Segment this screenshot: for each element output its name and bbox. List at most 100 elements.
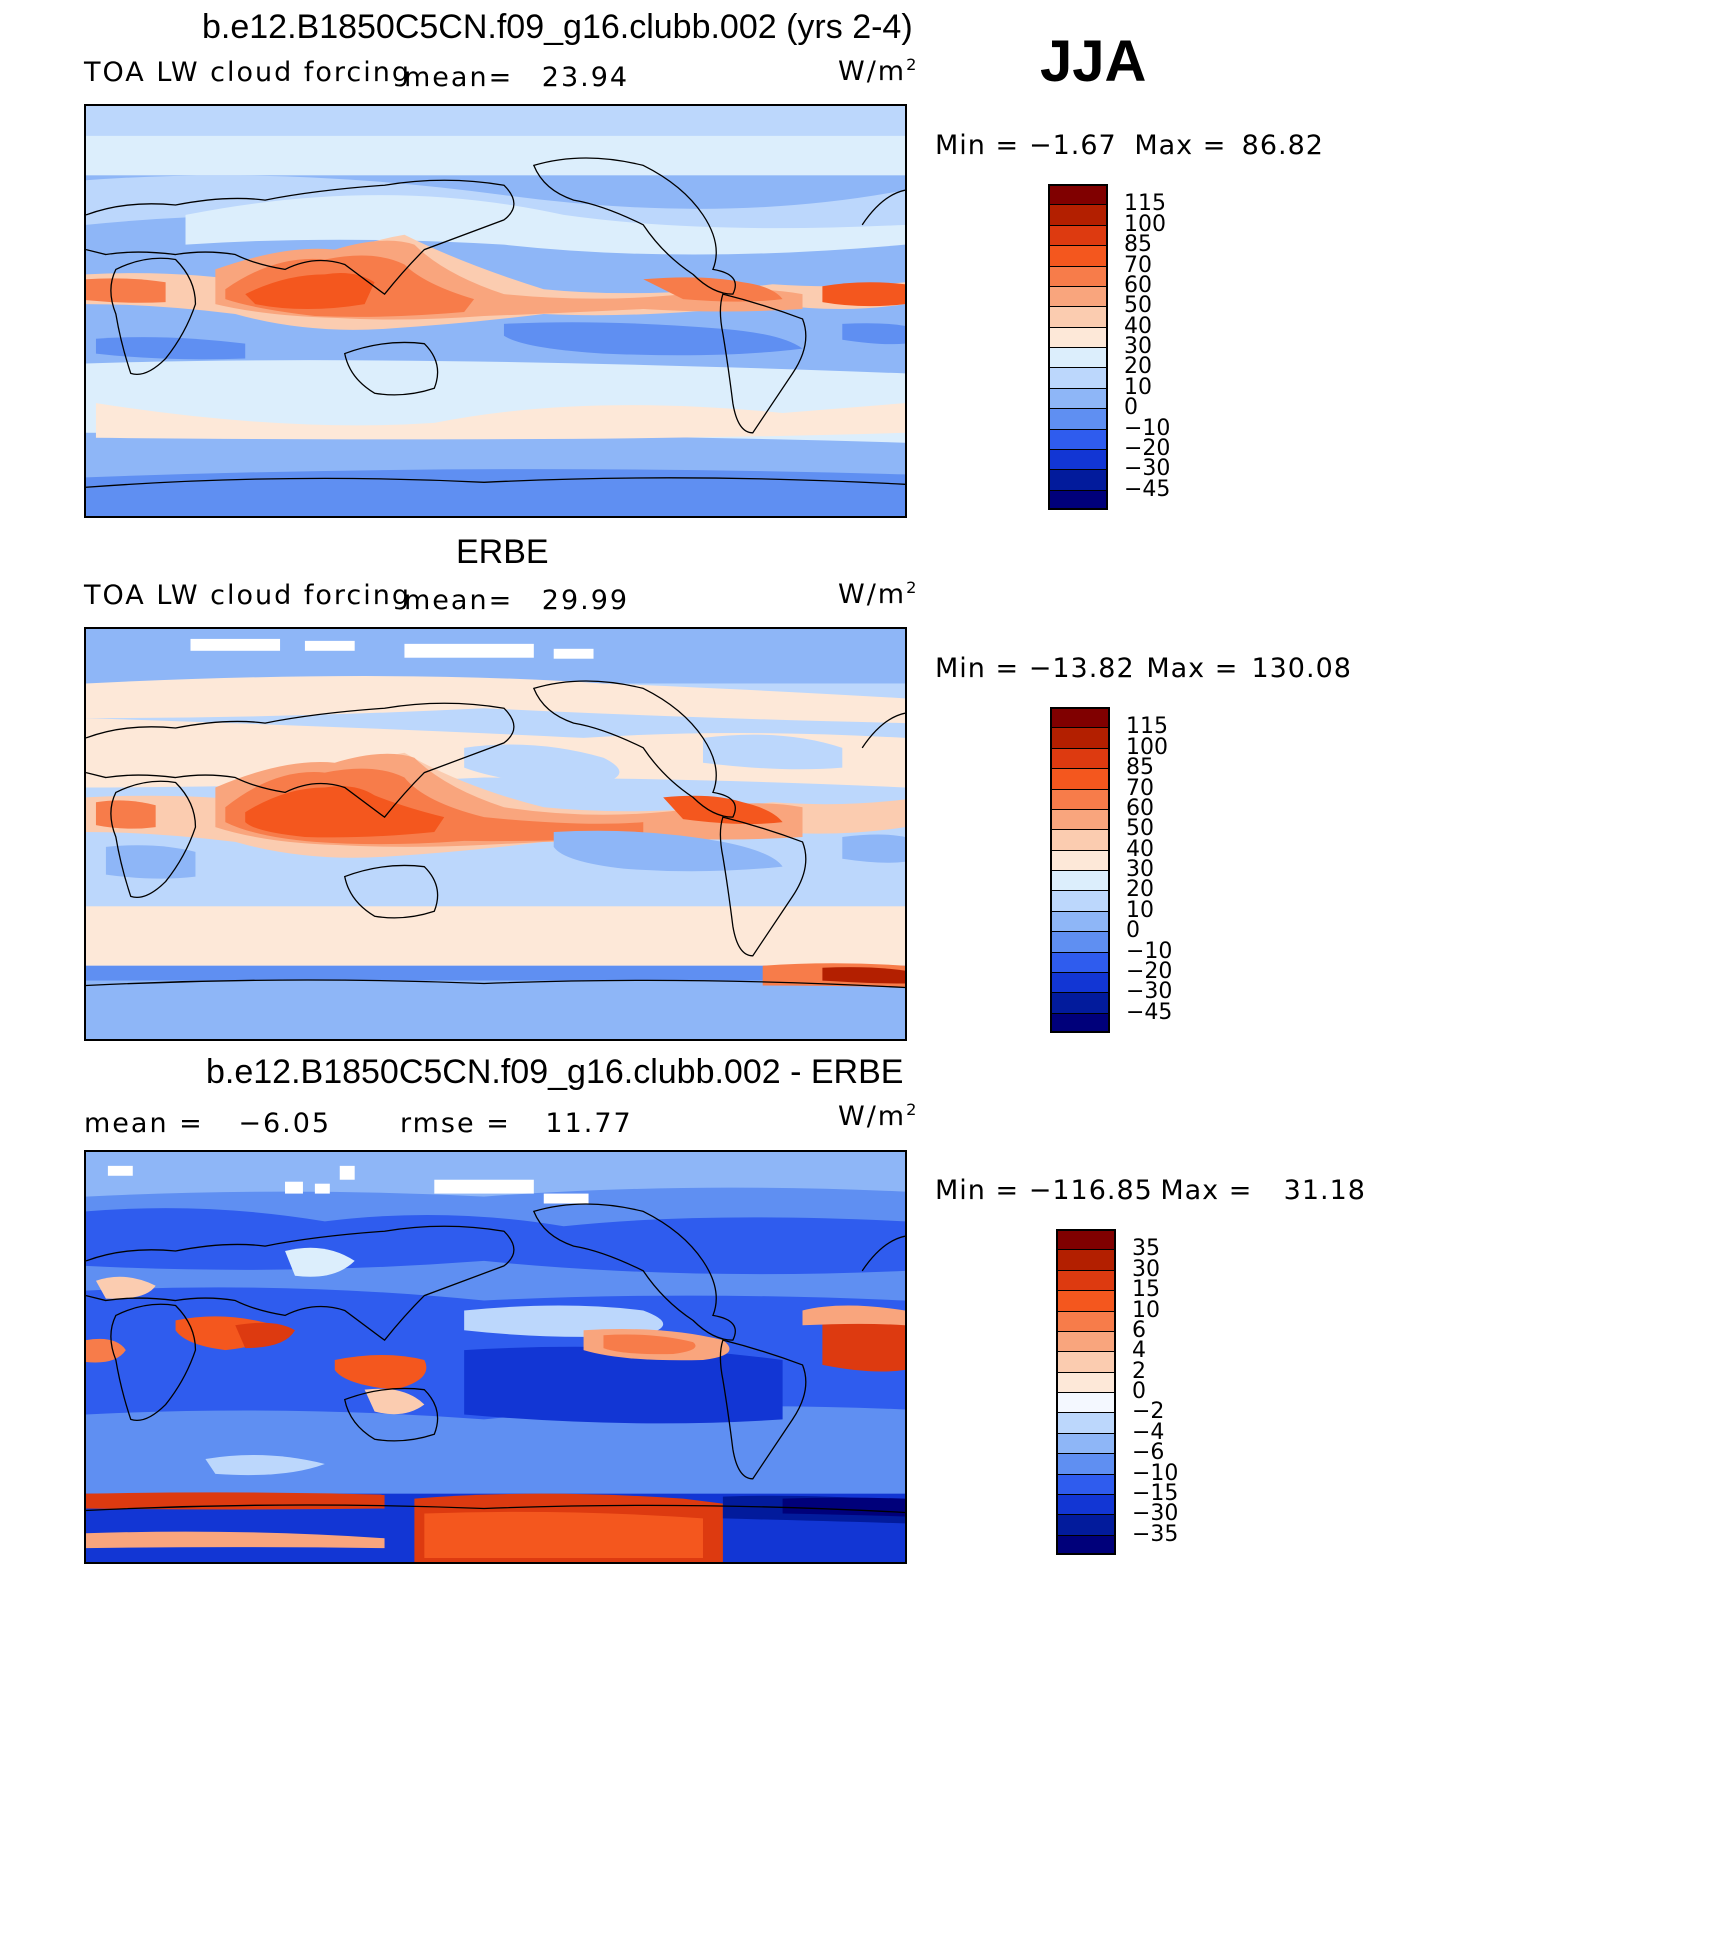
panel-3-minmax: Min = −116.85 Max = 31.18 xyxy=(935,1175,1366,1206)
colorbar-tick-label: −10 xyxy=(1126,938,1173,964)
panel-2-max-label: Max = xyxy=(1146,653,1239,684)
colorbar-swatch xyxy=(1056,1249,1114,1270)
colorbar-tick-label: 70 xyxy=(1124,252,1152,278)
colorbar-swatch xyxy=(1048,448,1106,470)
panel-1-mean-value: 23.94 xyxy=(541,62,630,93)
colorbar-swatch xyxy=(1050,951,1108,972)
colorbar-tick-label: −10 xyxy=(1124,415,1171,441)
panel-3-unit-base: W/m xyxy=(838,1101,907,1132)
colorbar-tick-label: −4 xyxy=(1132,1419,1165,1445)
colorbar-swatch xyxy=(1056,1493,1114,1515)
panel-2-mean-label: mean= 29.99 xyxy=(404,585,629,616)
colorbar-tick-label: 0 xyxy=(1124,395,1138,421)
colorbar-swatch xyxy=(1056,1269,1114,1291)
panel-2-minmax: Min = −13.82 Max = 130.08 xyxy=(935,653,1352,684)
panel-3-map-field xyxy=(86,1152,905,1562)
colorbar-swatch xyxy=(1050,931,1108,952)
panel-2-map-field xyxy=(86,629,905,1039)
panel-2-mean-value: 29.99 xyxy=(541,585,630,616)
panel-2-mean-text: mean= xyxy=(404,585,514,616)
colorbar-frame xyxy=(1050,707,1110,1033)
colorbar-tick-label: −20 xyxy=(1124,435,1171,461)
panel-1-unit-exp: 2 xyxy=(906,55,919,74)
colorbar-tick-label: 30 xyxy=(1132,1256,1160,1282)
colorbar-swatch xyxy=(1050,747,1108,769)
colorbar-tick-label: 50 xyxy=(1124,293,1152,319)
colorbar-tick-label: 20 xyxy=(1126,877,1154,903)
colorbar-tick-label: 60 xyxy=(1124,272,1152,298)
panel-3-max-label: Max = xyxy=(1160,1175,1253,1206)
colorbar-swatch xyxy=(1048,306,1106,327)
panel-1-mean-text: mean= xyxy=(404,62,514,93)
colorbar-tick-label: −6 xyxy=(1132,1440,1165,1466)
colorbar-tick-label: 10 xyxy=(1132,1297,1160,1323)
colorbar-tick-label: 100 xyxy=(1124,211,1166,237)
panel-3-unit-exp: 2 xyxy=(906,1100,919,1119)
colorbar-swatch xyxy=(1050,727,1108,748)
colorbar-tick-label: 2 xyxy=(1132,1358,1146,1384)
colorbar-swatch xyxy=(1048,367,1106,388)
colorbar-swatch xyxy=(1048,408,1106,429)
colorbar-swatch xyxy=(1056,1371,1114,1392)
colorbar-swatch xyxy=(1050,870,1108,891)
panel-3-min-label: Min = xyxy=(935,1175,1020,1206)
colorbar-tick-label: −45 xyxy=(1126,999,1173,1025)
colorbar-swatch xyxy=(1048,265,1106,286)
colorbar-tick-label: −30 xyxy=(1126,979,1173,1005)
panel-2-unit-base: W/m xyxy=(838,579,907,610)
colorbar-swatch xyxy=(1056,1290,1114,1311)
panel-2-unit-exp: 2 xyxy=(906,578,919,597)
colorbar-swatch xyxy=(1050,971,1108,993)
colorbar-swatch xyxy=(1056,1514,1114,1535)
colorbar-tick-label: 115 xyxy=(1126,714,1168,740)
colorbar-tick-label: 4 xyxy=(1132,1338,1146,1364)
colorbar-swatch xyxy=(1056,1392,1114,1413)
panel-2-max-value: 130.08 xyxy=(1251,653,1352,684)
panel-3-colorbar: 35 30 15 10 6 4 2 0 −2 −4 −6 −10 −15 −30 −35 xyxy=(1056,1229,1196,1555)
colorbar-tick-label: 15 xyxy=(1132,1277,1160,1303)
panel-1-max-value: 86.82 xyxy=(1241,130,1324,161)
colorbar-frame xyxy=(1056,1229,1116,1555)
colorbar-swatch xyxy=(1048,489,1106,510)
colorbar-frame xyxy=(1048,184,1108,510)
panel-1-unit-base: W/m xyxy=(838,56,907,87)
colorbar-tick-label: −10 xyxy=(1132,1460,1179,1486)
colorbar-swatch xyxy=(1050,849,1108,870)
colorbar-swatch xyxy=(1056,1351,1114,1372)
panel-2-min-value: −13.82 xyxy=(1028,653,1135,684)
colorbar-swatch xyxy=(1048,347,1106,368)
colorbar-tick-label: 100 xyxy=(1126,734,1168,760)
colorbar-swatch xyxy=(1050,992,1108,1013)
colorbar-tick-label: 85 xyxy=(1126,755,1154,781)
colorbar-tick-label: 60 xyxy=(1126,795,1154,821)
colorbar-tick-label: 0 xyxy=(1132,1379,1146,1404)
colorbar-swatch xyxy=(1048,245,1106,266)
colorbar-swatch xyxy=(1056,1432,1114,1454)
colorbar-tick-label: −2 xyxy=(1132,1399,1165,1425)
panel-3-mean-value: −6.05 xyxy=(238,1108,332,1139)
colorbar-tick-label: 30 xyxy=(1126,857,1154,882)
colorbar-swatch xyxy=(1048,469,1106,490)
panel-3-mean-text: mean = xyxy=(84,1108,204,1139)
panel-3-rmse-label: rmse = 11.77 xyxy=(400,1108,633,1139)
colorbar-swatch xyxy=(1050,1012,1108,1033)
colorbar-tick-label: 85 xyxy=(1124,232,1152,258)
colorbar-tick-label: 40 xyxy=(1126,836,1154,862)
colorbar-tick-label: −30 xyxy=(1132,1501,1179,1527)
colorbar-tick-label: −20 xyxy=(1126,958,1173,984)
panel-3-max-value: 31.18 xyxy=(1283,1175,1366,1206)
colorbar-swatch xyxy=(1056,1473,1114,1494)
panel-1-variable-label: TOA LW cloud forcing xyxy=(84,57,411,88)
panel-1-mean-label: mean= 23.94 xyxy=(404,62,629,93)
panel-2-map xyxy=(84,627,907,1041)
panel-2-title: ERBE xyxy=(456,533,549,571)
colorbar-tick-label: 10 xyxy=(1124,374,1152,400)
colorbar-tick-label: 115 xyxy=(1124,191,1166,217)
colorbar-tick-label: 40 xyxy=(1124,313,1152,339)
panel-1-min-value: −1.67 xyxy=(1028,130,1117,161)
panel-3-rmse-value: 11.77 xyxy=(545,1108,633,1139)
colorbar-swatch xyxy=(1056,1534,1114,1555)
colorbar-swatch xyxy=(1050,910,1108,932)
colorbar-swatch xyxy=(1050,808,1108,830)
panel-3-rmse-text: rmse = xyxy=(400,1108,511,1139)
